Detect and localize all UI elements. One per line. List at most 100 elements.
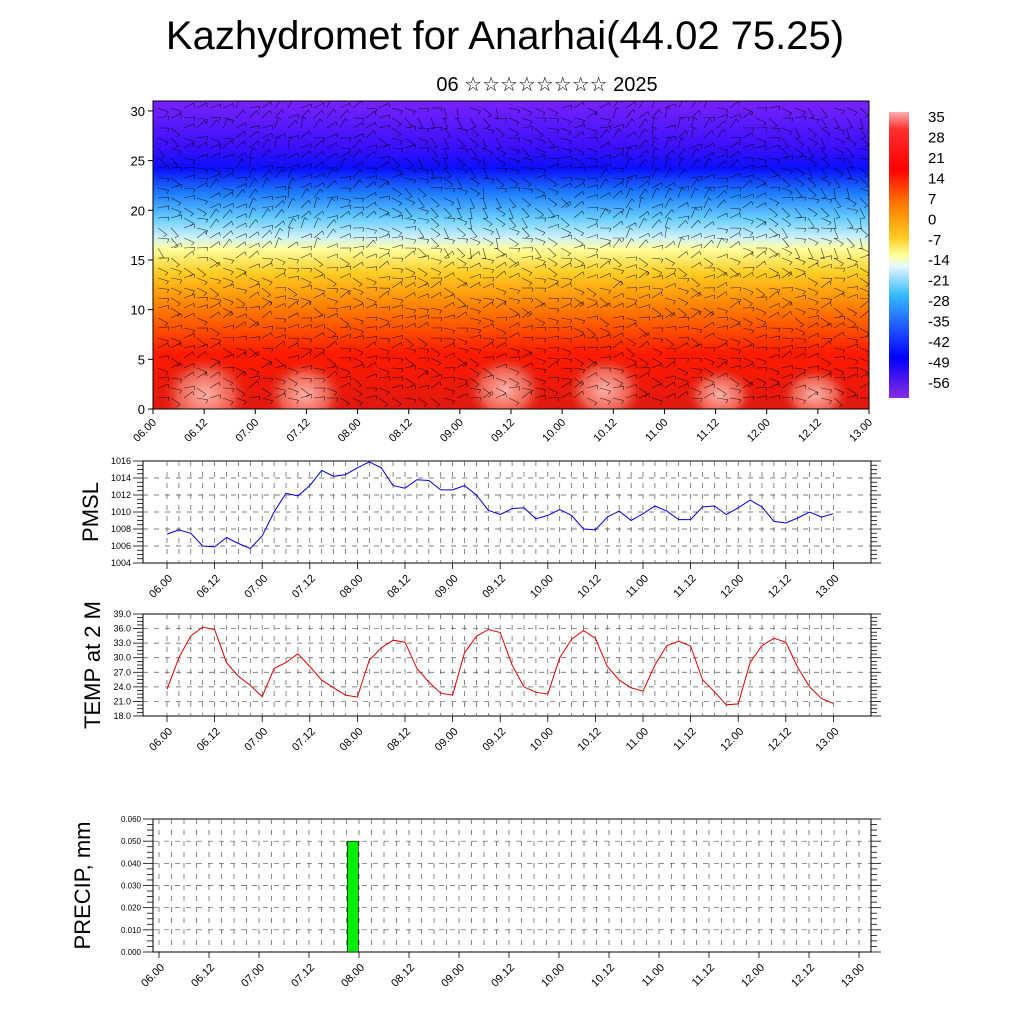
wind-barb-flag (723, 393, 727, 397)
wind-barb-flag (360, 291, 364, 296)
wind-barb (391, 197, 402, 204)
wind-barb (495, 117, 508, 119)
wind-barb-flag (843, 278, 846, 283)
wind-barb (768, 367, 780, 373)
wind-barb-flag (582, 131, 585, 136)
wind-barb (651, 219, 660, 229)
wind-barb (820, 317, 831, 325)
wind-barb-flag (445, 257, 450, 259)
wind-barb-flag (452, 261, 455, 266)
wind-barb-flag (791, 196, 794, 201)
wind-barb (443, 352, 454, 359)
wind-barb-flag (215, 178, 219, 183)
wind-barb (404, 177, 416, 181)
wind-barb-flag (700, 292, 702, 297)
wind-barb-flag (206, 182, 208, 187)
wind-barb-flag (622, 386, 625, 391)
wind-barb (547, 377, 560, 379)
wind-barb (794, 127, 801, 138)
wind-barb (287, 301, 297, 309)
wind-barb (859, 167, 869, 176)
wind-barb (339, 305, 351, 309)
wind-barb (807, 127, 817, 136)
wind-barb (612, 277, 623, 284)
wind-barb-flag (401, 148, 404, 153)
wind-barb-flag (762, 312, 767, 316)
wind-barb (625, 109, 634, 119)
wind-barb-flag (843, 158, 846, 163)
wind-barb (807, 177, 817, 186)
x-tick-label: 12.12 (796, 417, 824, 445)
wind-barb (664, 375, 676, 379)
wind-barb-flag (777, 291, 780, 296)
wind-barb-flag (321, 140, 324, 145)
wind-barb (612, 280, 622, 289)
wind-barb (573, 264, 585, 269)
wind-barb-flag (283, 390, 286, 394)
wind-barb (404, 226, 416, 229)
wind-barb (521, 351, 532, 359)
wind-barb (612, 315, 624, 319)
wind-barb (352, 139, 361, 149)
wind-barb-flag (621, 221, 624, 225)
wind-barb (170, 127, 180, 136)
wind-barb (729, 136, 742, 139)
wind-barb-flag (622, 332, 624, 337)
wind-barb-flag (622, 178, 625, 183)
wind-barb-flag (437, 163, 441, 167)
wind-barb (664, 393, 676, 399)
wind-barb (677, 137, 682, 149)
temp-panel: 18.021.024.027.030.033.036.039.006.00 06.… (80, 601, 881, 754)
wind-barb-flag (167, 217, 170, 221)
wind-barb (638, 232, 650, 239)
x-tick-label: 06.12 (189, 962, 217, 990)
wind-barb (508, 117, 520, 123)
wind-barb (313, 118, 321, 129)
wind-barb-flag (528, 383, 532, 387)
wind-barb (235, 267, 247, 272)
wind-barb-flag (622, 325, 625, 330)
wind-barb-flag (791, 396, 794, 401)
y-tick-label: 0.030 (121, 882, 142, 891)
wind-barb-flag (463, 263, 467, 267)
wind-barb-flag (288, 186, 293, 189)
wind-barb-flag (752, 236, 755, 241)
wind-barb-flag (489, 242, 494, 246)
wind-barb (235, 241, 246, 249)
wind-barb-flag (843, 316, 846, 321)
x-tick-label: 12.12 (766, 726, 794, 754)
wind-barb (248, 197, 254, 209)
wind-barb (287, 355, 299, 359)
wind-barb (534, 277, 546, 280)
wind-barb-flag (501, 223, 506, 227)
wind-barb (196, 387, 207, 395)
wind-barb (612, 332, 623, 339)
wind-barb (183, 333, 195, 339)
wind-barb (547, 207, 556, 217)
wind-barb-flag (387, 181, 390, 186)
wind-barb-flag (621, 209, 625, 213)
wind-barb-flag (165, 281, 169, 285)
wind-barb (495, 147, 506, 154)
wind-barb-flag (204, 321, 208, 326)
wind-barb-flag (269, 230, 272, 235)
wind-barb (638, 270, 648, 279)
wind-barb (664, 187, 670, 199)
wind-barb (482, 356, 494, 359)
wind-barb (170, 377, 182, 380)
wind-barb-flag (687, 342, 689, 347)
wind-barb-flag (785, 246, 790, 249)
wind-barb-flag (336, 288, 339, 293)
wind-barb-flag (645, 239, 649, 244)
wind-barb-flag (826, 323, 831, 327)
wind-barb-flag (749, 232, 754, 236)
wind-barb (287, 312, 298, 319)
wind-barb-flag (644, 363, 649, 367)
wind-barb (209, 192, 220, 199)
wind-barb (482, 187, 485, 200)
wind-barb-flag (693, 127, 698, 130)
wind-barb-flag (815, 301, 819, 306)
wind-barb-flag (461, 145, 465, 148)
wind-barb-flag (258, 106, 261, 111)
wind-barb-flag (477, 311, 481, 315)
